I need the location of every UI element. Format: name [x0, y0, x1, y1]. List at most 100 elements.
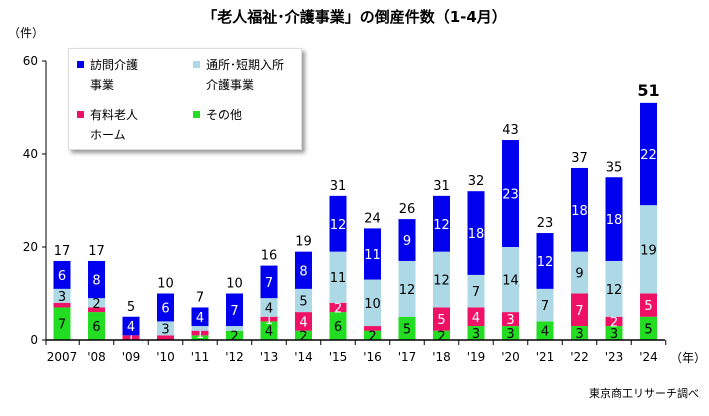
- data-label: 2: [230, 329, 238, 344]
- bar-segment: [571, 293, 588, 327]
- bar-segment: [329, 195, 347, 252]
- x-tick-label: '21: [536, 350, 555, 364]
- legend-swatch: [193, 111, 200, 118]
- legend-label: ホーム: [90, 128, 126, 142]
- bar-segment: [398, 316, 416, 340]
- bar-segment: [640, 205, 657, 294]
- legend-label: 事業: [90, 78, 115, 92]
- data-label: 3: [161, 322, 169, 337]
- total-label: 17: [54, 244, 71, 259]
- bar-segment: [605, 326, 623, 340]
- data-label: 4: [196, 311, 204, 326]
- data-label: 5: [644, 299, 652, 314]
- bar-segment: [53, 288, 71, 303]
- x-tick-label: 2007: [47, 350, 78, 364]
- bar-segment: [226, 326, 243, 331]
- data-label: 3: [58, 290, 66, 305]
- total-label: 26: [399, 202, 416, 217]
- bar-segment: [502, 247, 519, 313]
- bar-segment: [364, 330, 381, 340]
- x-tick-label: '18: [432, 350, 451, 364]
- bar-segment: [433, 195, 450, 252]
- legend-item-nursing-home: 有料老人 ホーム: [71, 105, 181, 145]
- x-tick-label: '09: [122, 350, 141, 364]
- legend-label: その他: [206, 108, 243, 122]
- bar-segment: [53, 302, 71, 308]
- bar-segment: [295, 312, 312, 331]
- bar-segment: [53, 260, 71, 289]
- x-tick-label: '19: [467, 350, 486, 364]
- data-label: 23: [502, 188, 519, 203]
- bar-segment: [467, 307, 485, 327]
- data-label: 5: [644, 322, 652, 337]
- bar-segment: [226, 330, 243, 340]
- data-label: 3: [472, 327, 480, 342]
- bar-segment: [536, 288, 554, 322]
- bar-segment: [640, 293, 657, 317]
- total-label: 31: [330, 179, 347, 194]
- bar-segment: [157, 293, 174, 322]
- total-label: 5: [127, 300, 135, 315]
- x-tick-label: '23: [605, 350, 624, 364]
- bar-segment: [260, 321, 278, 340]
- data-label: 9: [403, 234, 411, 249]
- data-label: 4: [265, 301, 273, 316]
- data-label: 9: [575, 267, 583, 282]
- bar-segment: [122, 316, 140, 336]
- data-label: 12: [606, 283, 623, 298]
- source-note: 東京商工リサーチ調べ: [589, 387, 699, 400]
- bar-segment: [88, 298, 105, 308]
- data-label: 2: [368, 329, 376, 344]
- bar-segment: [467, 191, 485, 275]
- bar-segment: [467, 326, 485, 340]
- data-label: 4: [265, 325, 273, 340]
- data-label: 7: [541, 299, 549, 314]
- bar-segment: [364, 279, 381, 327]
- bar-segment: [502, 140, 519, 247]
- x-tick-label: '24: [639, 350, 658, 364]
- data-label: 12: [433, 218, 450, 233]
- bar-segment: [571, 326, 588, 340]
- x-tick-label: '10: [156, 350, 175, 364]
- y-tick-label: 0: [30, 333, 38, 347]
- x-tick-label: '17: [398, 350, 417, 364]
- total-label: 23: [537, 216, 554, 231]
- bar-segment: [122, 335, 140, 340]
- total-label: 7: [196, 290, 204, 305]
- bar-segment: [191, 330, 209, 336]
- bar-segment: [433, 251, 450, 308]
- y-tick-label: 20: [23, 240, 38, 254]
- bar-segment: [571, 167, 588, 252]
- chart-title: 「老人福祉･介護事業」の倒産件数（1-4月）: [202, 8, 507, 26]
- bar-segment: [605, 316, 623, 327]
- legend-swatch: [193, 61, 200, 68]
- legend-label: 訪問介護: [90, 58, 139, 72]
- total-label: 19: [295, 235, 312, 250]
- bar-segment: [329, 312, 347, 340]
- data-label: 3: [506, 327, 514, 342]
- bar-segment: [398, 219, 416, 261]
- x-tick-label: '20: [501, 350, 520, 364]
- bar-segment: [433, 307, 450, 331]
- data-label: 6: [161, 301, 169, 316]
- x-axis-unit: （年）: [670, 351, 707, 365]
- data-label: 2: [437, 329, 445, 344]
- data-label: 4: [299, 315, 307, 330]
- x-tick-label: '15: [329, 350, 348, 364]
- data-label: 1: [196, 327, 204, 342]
- data-label: 2: [92, 297, 100, 312]
- y-axis-unit: （件）: [8, 26, 45, 40]
- bar-segment: [398, 260, 416, 317]
- bar-segment: [260, 265, 278, 299]
- data-label: 7: [472, 285, 480, 300]
- data-label: 6: [334, 320, 342, 335]
- data-label: 10: [364, 297, 381, 312]
- total-label: 31: [433, 179, 450, 194]
- data-label: 18: [571, 204, 588, 219]
- bar-segment: [329, 302, 347, 313]
- bar-segment: [191, 326, 209, 331]
- legend-label: 有料老人: [90, 108, 139, 122]
- bar-segment: [295, 330, 312, 340]
